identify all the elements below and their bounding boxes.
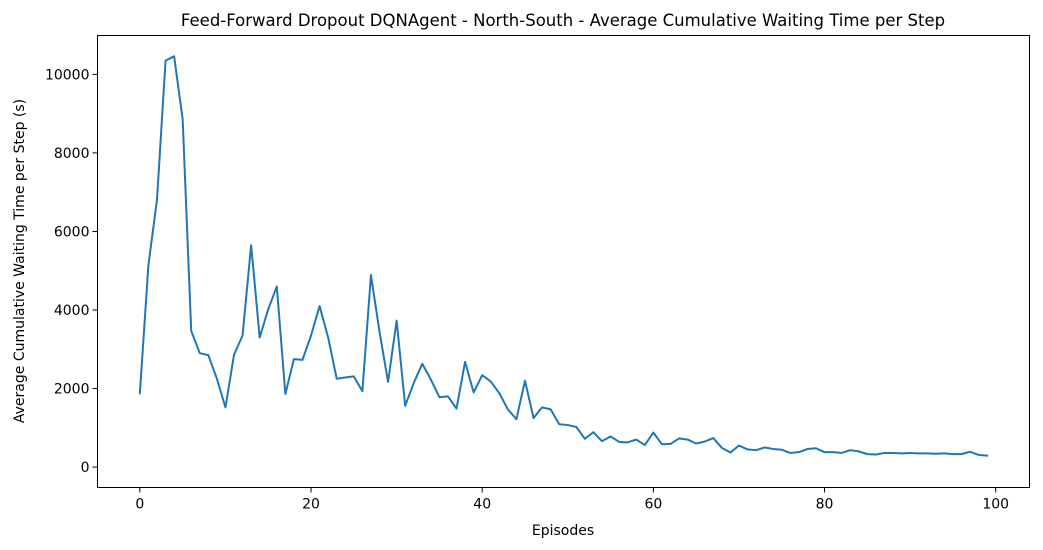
series-layer <box>138 55 989 457</box>
x-tick-label: 100 <box>982 497 1009 513</box>
y-tick-label: 8000 <box>54 146 90 162</box>
y-tick-label: 2000 <box>54 382 90 398</box>
plot-frame <box>97 35 1030 488</box>
x-tick-label: 80 <box>816 497 834 513</box>
y-tick-label: 0 <box>81 460 90 476</box>
y-tick-label: 6000 <box>54 224 90 240</box>
y-tick-label: 4000 <box>54 303 90 319</box>
series-line-0 <box>138 55 989 457</box>
x-tick-label: 40 <box>473 497 491 513</box>
chart-title: Feed-Forward Dropout DQNAgent - North-So… <box>181 11 945 30</box>
y-axis-label: Average Cumulative Waiting Time per Step… <box>12 99 28 423</box>
tick-layer: 0 20 40 60 80 100 0 2000 4000 6000 8000 10000 <box>45 67 1009 512</box>
y-tick-label: 10000 <box>45 67 90 83</box>
x-tick-label: 0 <box>135 497 144 513</box>
x-tick-label: 60 <box>644 497 662 513</box>
x-tick-label: 20 <box>302 497 320 513</box>
x-axis-label: Episodes <box>532 523 594 539</box>
